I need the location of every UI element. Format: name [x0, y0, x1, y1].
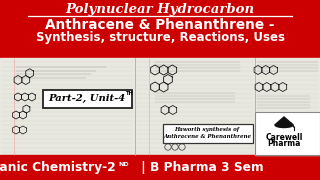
- Polygon shape: [277, 117, 291, 127]
- Text: ND: ND: [118, 161, 129, 166]
- Text: | B Pharma 3 Sem: | B Pharma 3 Sem: [137, 161, 263, 174]
- Bar: [0, 155, 320, 180]
- FancyBboxPatch shape: [43, 89, 132, 107]
- Ellipse shape: [275, 123, 293, 127]
- Bar: [0, 0, 320, 58]
- FancyBboxPatch shape: [163, 123, 252, 143]
- Text: Pharma: Pharma: [267, 138, 301, 147]
- Text: Carewell: Carewell: [265, 132, 303, 141]
- Bar: [0, 58, 320, 155]
- Bar: [255, 112, 320, 155]
- Text: Organic Chemistry-2: Organic Chemistry-2: [0, 161, 116, 174]
- Text: Synthesis, structure, Reactions, Uses: Synthesis, structure, Reactions, Uses: [36, 30, 284, 44]
- Text: TH: TH: [125, 91, 133, 96]
- Text: Haworth synthesis of: Haworth synthesis of: [174, 127, 240, 132]
- Bar: [255, 112, 320, 155]
- Text: Polynuclear Hydrocarbon: Polynuclear Hydrocarbon: [65, 3, 255, 17]
- Text: Part-2, Unit-4: Part-2, Unit-4: [48, 93, 126, 102]
- Text: Anthracene & Phenanthrene: Anthracene & Phenanthrene: [163, 134, 251, 138]
- Text: Anthracene & Phenanthrene -: Anthracene & Phenanthrene -: [45, 18, 275, 32]
